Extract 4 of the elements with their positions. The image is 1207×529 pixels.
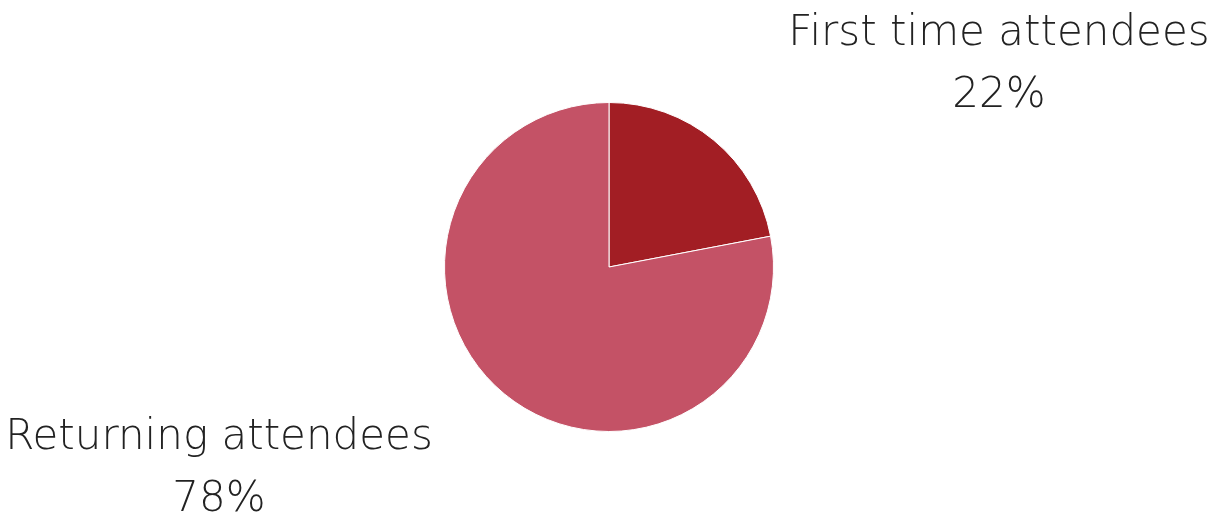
data-label: 22% [952, 67, 1046, 117]
slice-label: Returning attendees [5, 409, 433, 459]
data-label: 78% [172, 471, 266, 521]
slice-label: First time attendees [788, 5, 1207, 55]
